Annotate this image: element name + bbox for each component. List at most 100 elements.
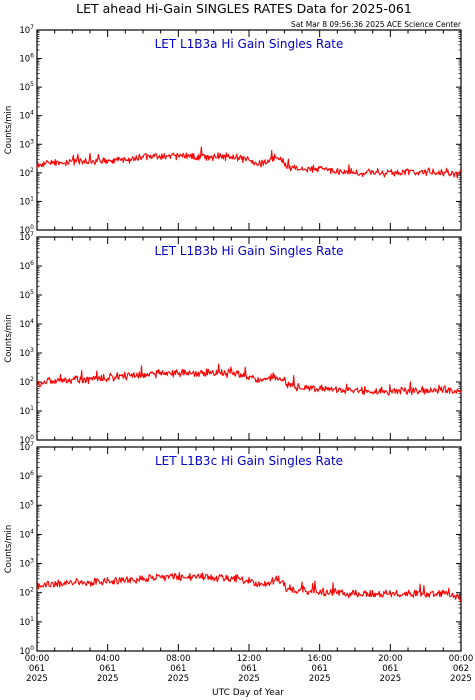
y-tick-base: 10 <box>19 291 30 301</box>
y-tick-label: 100 <box>19 434 34 446</box>
y-tick-label: 105 <box>19 499 34 511</box>
x-tick-year: 2025 <box>309 674 331 684</box>
y-tick-exponent: 4 <box>30 110 34 117</box>
y-tick-exponent: 5 <box>30 81 34 88</box>
x-tick-year: 2025 <box>26 674 48 684</box>
y-tick-label: 104 <box>19 528 34 540</box>
series-line <box>36 363 462 396</box>
y-tick-exponent: 2 <box>30 587 34 594</box>
y-tick-exponent: 6 <box>30 260 34 267</box>
y-tick-exponent: 4 <box>30 528 34 535</box>
y-tick-label: 102 <box>19 167 34 179</box>
y-axis-label: Counts/min <box>4 314 14 363</box>
y-tick-exponent: 1 <box>30 405 34 412</box>
y-tick-label: 107 <box>19 231 34 243</box>
y-tick-base: 10 <box>19 618 30 628</box>
y-tick-exponent: 4 <box>30 318 34 325</box>
x-tick-time: 16:00 <box>307 654 332 664</box>
y-tick-label: 100 <box>19 645 34 657</box>
y-tick-base: 10 <box>19 226 30 236</box>
y-tick-label: 107 <box>19 24 34 36</box>
y-tick-label: 101 <box>19 405 34 417</box>
y-tick-label: 107 <box>19 441 34 453</box>
y-tick-exponent: 5 <box>30 289 34 296</box>
x-tick-year: 2025 <box>380 674 402 684</box>
panel-title: LET L1B3a Hi Gain Singles Rate <box>155 37 344 51</box>
y-tick-exponent: 3 <box>30 558 34 565</box>
y-tick-label: 106 <box>19 260 34 272</box>
y-tick-label: 103 <box>19 558 34 570</box>
y-tick-base: 10 <box>19 436 30 446</box>
y-tick-label: 104 <box>19 110 34 122</box>
timestamp: Sat Mar 8 09:56:36 2025 ACE Science Cent… <box>291 20 462 29</box>
y-tick-label: 103 <box>19 138 34 150</box>
y-tick-exponent: 5 <box>30 499 34 506</box>
y-tick-base: 10 <box>19 530 30 540</box>
y-tick-base: 10 <box>19 647 30 657</box>
y-tick-base: 10 <box>19 472 30 482</box>
y-tick-exponent: 2 <box>30 376 34 383</box>
y-tick-base: 10 <box>19 349 30 359</box>
y-tick-label: 101 <box>19 616 34 628</box>
x-tick-year: 2025 <box>97 674 119 684</box>
x-tick-day: 061 <box>382 664 398 674</box>
y-tick-exponent: 6 <box>30 53 34 60</box>
y-tick-exponent: 7 <box>30 24 34 31</box>
y-tick-exponent: 7 <box>30 231 34 238</box>
y-tick-exponent: 0 <box>30 434 34 441</box>
y-tick-base: 10 <box>19 112 30 122</box>
x-tick-time: 20:00 <box>378 654 403 664</box>
x-tick-labels: 00:00061202504:00061202508:00061202512:0… <box>25 654 474 684</box>
y-tick-base: 10 <box>19 233 30 243</box>
series-line <box>36 146 462 179</box>
x-tick-day: 061 <box>29 664 45 674</box>
x-tick-time: 00:00 <box>25 654 50 664</box>
panel-title: LET L1B3c Hi Gain Singles Rate <box>155 454 343 468</box>
y-tick-label: 100 <box>19 224 34 236</box>
y-tick-label: 102 <box>19 587 34 599</box>
y-tick-base: 10 <box>19 262 30 272</box>
x-tick-year: 2025 <box>450 674 472 684</box>
y-tick-base: 10 <box>19 378 30 388</box>
y-tick-base: 10 <box>19 55 30 65</box>
y-tick-base: 10 <box>19 169 30 179</box>
y-tick-exponent: 0 <box>30 645 34 652</box>
y-tick-exponent: 3 <box>30 347 34 354</box>
y-tick-base: 10 <box>19 560 30 570</box>
y-tick-label: 103 <box>19 347 34 359</box>
y-tick-label: 105 <box>19 289 34 301</box>
y-tick-base: 10 <box>19 407 30 417</box>
y-tick-label: 106 <box>19 470 34 482</box>
x-tick-year: 2025 <box>168 674 190 684</box>
y-tick-base: 10 <box>19 197 30 207</box>
y-tick-base: 10 <box>19 443 30 453</box>
y-tick-exponent: 0 <box>30 224 34 231</box>
x-axis-label: UTC Day of Year <box>212 688 284 698</box>
y-tick-label: 104 <box>19 318 34 330</box>
y-tick-base: 10 <box>19 26 30 36</box>
x-tick-time: 04:00 <box>95 654 120 664</box>
y-tick-exponent: 7 <box>30 441 34 448</box>
y-tick-exponent: 1 <box>30 195 34 202</box>
x-tick-time: 00:00 <box>449 654 474 664</box>
y-tick-label: 102 <box>19 376 34 388</box>
panel-title: LET L1B3b Hi Gain Singles Rate <box>154 244 343 258</box>
x-tick-day: 061 <box>241 664 257 674</box>
x-tick-time: 12:00 <box>237 654 262 664</box>
y-tick-label: 105 <box>19 81 34 93</box>
x-tick-day: 062 <box>453 664 469 674</box>
y-tick-exponent: 3 <box>30 138 34 145</box>
y-tick-exponent: 2 <box>30 167 34 174</box>
y-tick-exponent: 1 <box>30 616 34 623</box>
y-tick-base: 10 <box>19 501 30 511</box>
y-tick-base: 10 <box>19 589 30 599</box>
x-tick-day: 061 <box>312 664 328 674</box>
y-tick-base: 10 <box>19 140 30 150</box>
y-axis-label: Counts/min <box>4 106 14 155</box>
page-title: LET ahead Hi-Gain SINGLES RATES Data for… <box>76 1 412 16</box>
